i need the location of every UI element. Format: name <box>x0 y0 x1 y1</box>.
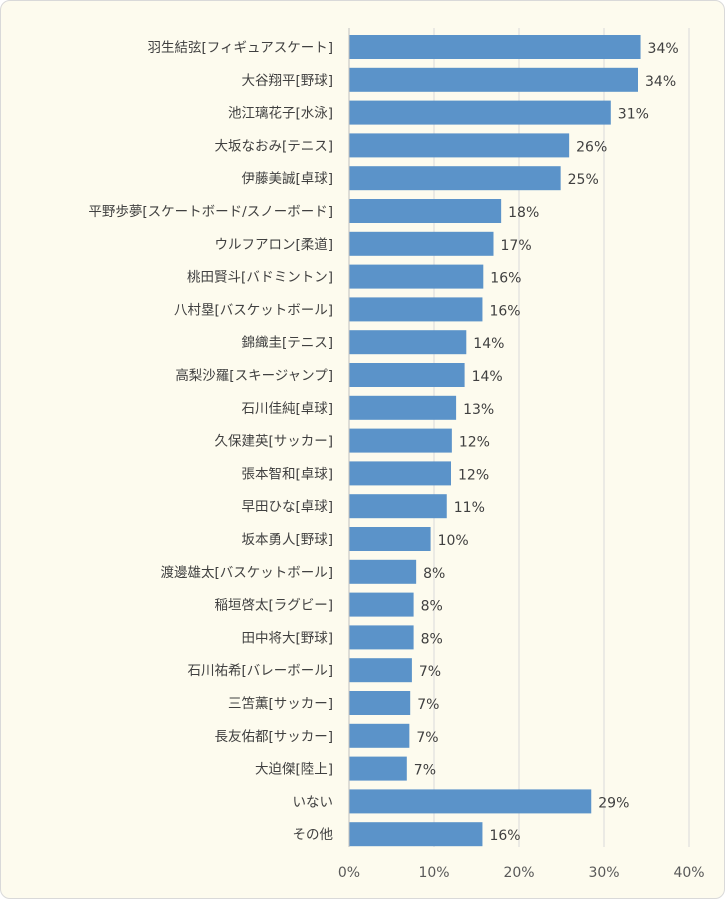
value-label: 8% <box>421 599 443 615</box>
category-label: 石川祐希[バレーボール] <box>187 663 333 679</box>
value-label: 31% <box>618 107 649 123</box>
bar <box>349 592 414 617</box>
bar <box>349 461 451 486</box>
bar <box>349 789 592 814</box>
value-label: 34% <box>645 74 676 90</box>
value-label: 14% <box>472 369 503 385</box>
value-label: 29% <box>598 795 629 811</box>
value-label: 7% <box>417 697 439 713</box>
bar <box>349 625 414 650</box>
category-label: 羽生結弦[フィギュアスケート] <box>148 40 334 56</box>
value-label: 16% <box>490 271 521 287</box>
bar <box>349 231 494 256</box>
value-label: 7% <box>416 730 438 746</box>
value-label: 14% <box>473 336 504 352</box>
category-label: 桃田賢斗[バドミントン] <box>187 270 333 286</box>
bar <box>349 330 467 355</box>
bar <box>349 264 484 289</box>
category-label: 稲垣啓太[ラグビー] <box>214 598 333 614</box>
bar <box>349 756 407 781</box>
category-label: 大坂なおみ[テニス] <box>214 138 333 154</box>
value-label: 8% <box>423 566 445 582</box>
x-tick-label: 30% <box>588 865 619 881</box>
category-label: 高梨沙羅[スキージャンプ] <box>175 367 333 384</box>
category-label: 長友佑都[サッカー] <box>214 729 333 745</box>
bar <box>349 428 452 453</box>
value-label: 11% <box>454 500 485 516</box>
bar <box>349 822 483 847</box>
category-label: 坂本勇人[野球] <box>241 532 333 548</box>
value-label: 13% <box>463 402 494 418</box>
value-label: 17% <box>501 238 532 254</box>
category-label: 渡邊雄太[バスケットボール] <box>160 565 333 581</box>
x-tick-label: 40% <box>673 865 704 881</box>
x-tick-label: 20% <box>503 865 534 881</box>
category-label: 早田ひな[卓球] <box>241 499 333 515</box>
category-label: 池江璃花子[水泳] <box>228 105 333 122</box>
bar <box>349 67 638 92</box>
x-tick-label: 0% <box>338 865 360 881</box>
category-label: 平野歩夢[スケートボード/スノーボード] <box>88 204 333 220</box>
bar <box>349 35 641 59</box>
category-label: 田中将大[野球] <box>241 630 333 646</box>
value-label: 34% <box>648 41 679 57</box>
category-label: 石川佳純[卓球] <box>241 401 333 417</box>
bar <box>349 199 502 223</box>
bar <box>349 363 465 387</box>
category-label: 伊藤美誠[卓球] <box>241 171 333 187</box>
category-label: 錦織圭[テニス] <box>241 334 333 351</box>
x-tick-label: 10% <box>418 865 449 881</box>
category-label: その他 <box>293 827 334 843</box>
value-label: 12% <box>459 435 490 451</box>
bar <box>349 691 411 715</box>
bar <box>349 395 457 420</box>
value-label: 7% <box>419 664 441 680</box>
value-label: 18% <box>508 205 539 221</box>
bar <box>349 723 410 748</box>
category-label: 八村塁[バスケットボール] <box>174 302 333 318</box>
value-label: 8% <box>421 631 443 647</box>
value-label: 26% <box>576 139 607 155</box>
bar <box>349 133 570 158</box>
category-label: 久保建英[サッカー] <box>214 433 333 450</box>
value-label: 25% <box>568 172 599 188</box>
bar <box>349 100 611 125</box>
category-label: 三笘薫[サッカー] <box>228 696 333 712</box>
category-label: いない <box>293 794 334 810</box>
category-label: ウルフアロン[柔道] <box>214 237 333 253</box>
value-label: 16% <box>489 303 520 319</box>
category-label: 張本智和[卓球] <box>241 466 333 482</box>
bar <box>349 297 483 322</box>
value-label: 16% <box>489 828 520 844</box>
bar <box>349 494 447 519</box>
category-label: 大谷翔平[野球] <box>241 73 333 89</box>
value-label: 10% <box>438 533 469 549</box>
value-label: 12% <box>458 467 489 483</box>
category-label: 大迫傑[陸上] <box>255 762 333 778</box>
value-label: 7% <box>414 763 436 779</box>
bar <box>349 527 431 551</box>
bar <box>349 559 417 584</box>
bar <box>349 166 561 191</box>
bar <box>349 658 412 683</box>
